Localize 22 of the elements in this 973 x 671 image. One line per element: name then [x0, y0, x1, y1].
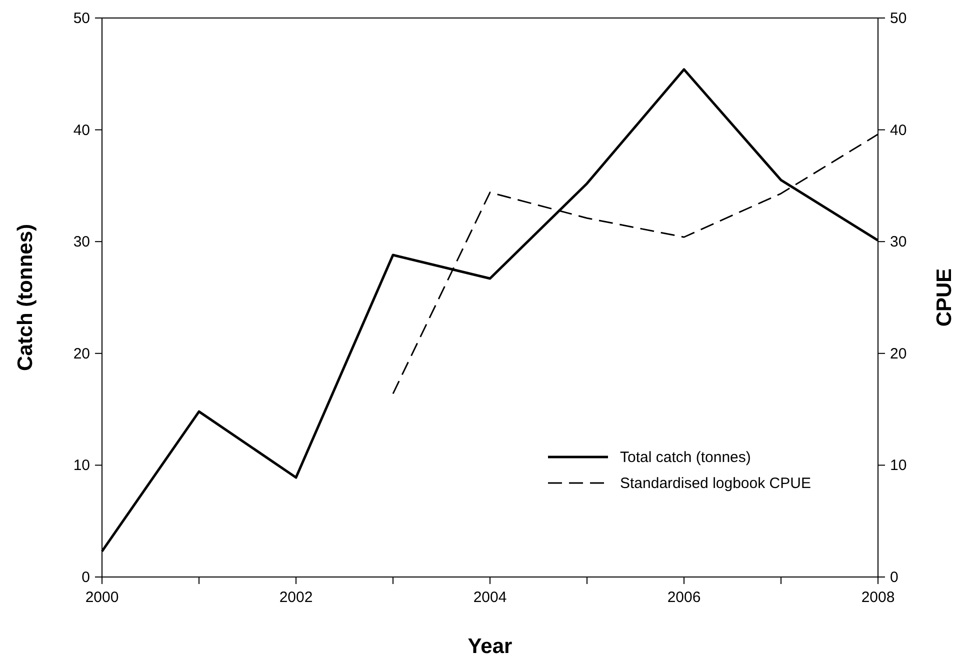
y2-axis-title: CPUE: [933, 268, 956, 327]
x-tick-label: 2006: [667, 589, 701, 606]
y2-tick-label: 0: [890, 569, 898, 586]
y-tick-label: 10: [73, 457, 90, 474]
y-tick-label: 40: [73, 122, 90, 139]
legend-label: Standardised logbook CPUE: [620, 475, 811, 492]
y2-tick-label: 30: [890, 234, 907, 251]
y-tick-label: 0: [82, 569, 90, 586]
y2-tick-label: 40: [890, 122, 907, 139]
y2-tick-label: 10: [890, 457, 907, 474]
x-axis-title: Year: [468, 635, 512, 658]
y2-tick-label: 20: [890, 345, 907, 362]
y2-tick-label: 50: [890, 10, 907, 27]
x-tick-label: 2002: [279, 589, 313, 606]
x-tick-label: 2008: [861, 589, 895, 606]
y-tick-label: 50: [73, 10, 90, 27]
y-tick-label: 20: [73, 345, 90, 362]
x-tick-label: 2000: [85, 589, 119, 606]
y-tick-label: 30: [73, 234, 90, 251]
x-tick-label: 2004: [473, 589, 507, 606]
legend-label: Total catch (tonnes): [620, 449, 751, 466]
y-axis-title: Catch (tonnes): [14, 224, 37, 371]
